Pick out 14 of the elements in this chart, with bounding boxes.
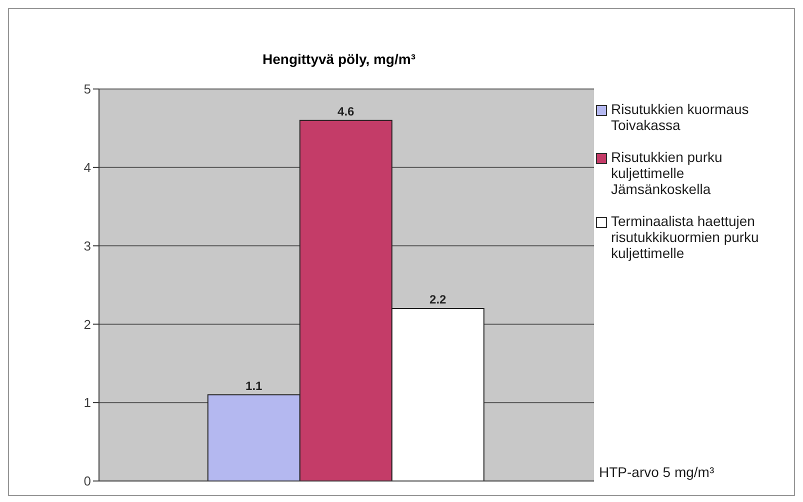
legend-label: Risutukkien purku kuljettimelle Jämsänkoskella (611, 149, 724, 197)
legend-label: Risutukkien kuormaus Toivakassa (611, 101, 750, 133)
data-label: 1.1 (246, 378, 263, 393)
text: HTP-arvo 5 mg/m³ (599, 464, 714, 480)
y-tick-label: 0 (84, 474, 91, 489)
chart-title: Hengittyvä pöly, mg/m³ (262, 51, 416, 67)
data-label: 2.2 (430, 292, 447, 307)
y-tick-label: 3 (84, 238, 91, 254)
data-label: 4.6 (338, 104, 355, 118)
y-tick-label: 5 (84, 82, 91, 97)
y-tick-label: 4 (84, 160, 91, 176)
legend-label: Terminaalista haettujen risutukkikuormien purku kuljettimelle (611, 213, 760, 261)
y-tick-label: 2 (84, 316, 91, 332)
y-tick-label: 1 (84, 395, 91, 410)
